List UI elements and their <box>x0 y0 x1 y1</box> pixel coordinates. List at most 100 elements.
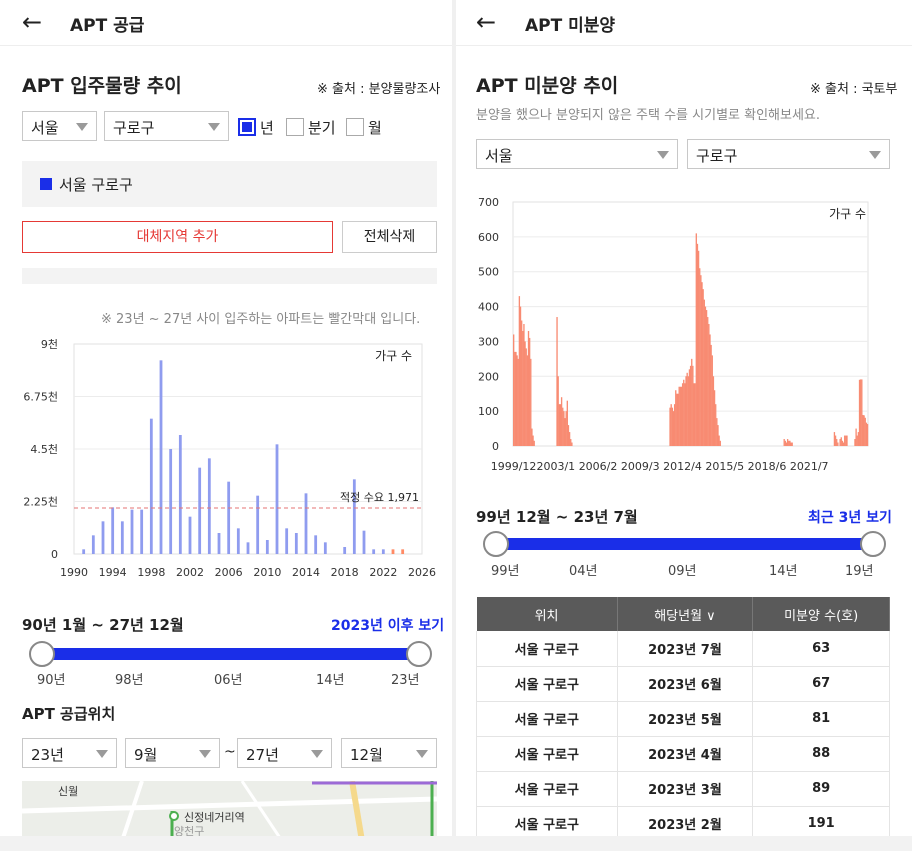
bar <box>785 442 788 446</box>
x-tick-label: 2012/4 <box>663 460 702 473</box>
apt-unsold-panel: ← APT 미분양 APT 미분양 추이 ※ 출처 : 국토부 분양을 했으나 … <box>456 0 912 851</box>
view-after-2023-link[interactable]: 2023년 이후 보기 <box>331 618 445 634</box>
chevron-down-icon <box>311 750 323 758</box>
add-region-button[interactable]: 대체지역 추가 <box>22 221 333 253</box>
range-slider-track[interactable] <box>496 538 873 550</box>
district-select[interactable]: 구로구 <box>104 111 229 141</box>
column-header-month[interactable]: 해당년월 ∨ <box>617 597 754 631</box>
view-recent-3-years-link[interactable]: 최근 3년 보기 <box>808 510 892 526</box>
bar <box>372 549 376 554</box>
bar <box>862 414 864 446</box>
x-tick-label: 2015/5 <box>705 460 744 473</box>
bar <box>559 404 562 446</box>
cell-count: 89 <box>752 771 890 807</box>
bar <box>362 530 366 554</box>
chevron-down-icon <box>76 123 88 131</box>
bar <box>865 422 868 446</box>
bar <box>683 379 685 446</box>
range-slider-track[interactable] <box>42 648 419 660</box>
unit-label: 가구 수 <box>829 207 866 221</box>
bar <box>516 355 518 446</box>
bar <box>566 400 568 446</box>
to-month-select[interactable]: 12월 <box>341 738 437 768</box>
back-arrow-icon[interactable]: ← <box>22 8 43 36</box>
cell-location: 서울 구로구 <box>476 631 618 667</box>
bar <box>697 250 700 446</box>
range-tick: 14년 <box>769 564 798 579</box>
bar <box>275 444 279 554</box>
range-tick: 04년 <box>569 564 598 579</box>
bar <box>520 320 523 446</box>
bar <box>518 296 521 446</box>
bar <box>677 393 679 446</box>
region-select[interactable]: 서울 <box>476 139 678 169</box>
bar <box>846 435 848 446</box>
bar <box>565 411 567 446</box>
bar <box>673 404 676 446</box>
from-month-select[interactable]: 9월 <box>125 738 220 768</box>
selected-region-label: 서울 구로구 <box>59 176 133 194</box>
bar <box>676 393 678 446</box>
district-select[interactable]: 구로구 <box>687 139 890 169</box>
to-year-select[interactable]: 27년 <box>237 738 332 768</box>
bar <box>784 440 787 446</box>
bar <box>558 404 561 446</box>
bar <box>519 306 522 446</box>
bar <box>680 386 683 446</box>
app-header: ← APT 미분양 <box>456 0 912 46</box>
cell-location: 서울 구로구 <box>476 736 618 772</box>
month-checkbox[interactable] <box>346 118 364 136</box>
range-end-handle[interactable] <box>860 531 886 557</box>
clear-all-button[interactable]: 전체삭제 <box>342 221 437 253</box>
bar <box>285 528 289 554</box>
bar <box>401 549 405 554</box>
bar <box>856 435 858 446</box>
table-row: 서울 구로구 2023년 4월 88 <box>476 736 890 772</box>
range-tick: 99년 <box>491 564 520 579</box>
quarter-checkbox[interactable] <box>286 118 304 136</box>
range-tick: 23년 <box>391 673 420 688</box>
bar <box>717 425 719 446</box>
bar <box>718 435 720 446</box>
bar <box>687 376 689 446</box>
bar <box>786 439 789 446</box>
bar <box>557 376 559 446</box>
bar <box>712 376 715 446</box>
range-start-handle[interactable] <box>483 531 509 557</box>
bar <box>669 407 671 446</box>
source-note: ※ 출처 : 국토부 <box>810 82 898 97</box>
bar <box>702 289 704 446</box>
region-select[interactable]: 서울 <box>22 111 97 141</box>
bar <box>562 407 564 446</box>
bar <box>864 417 866 446</box>
bar <box>841 440 844 446</box>
year-checkbox[interactable] <box>238 118 256 136</box>
bar <box>670 404 672 446</box>
supply-location-map[interactable]: 신월 신정네거리역 양천구 <box>22 781 437 841</box>
range-tick: 14년 <box>316 673 345 688</box>
bar <box>788 440 790 446</box>
cell-month: 2023년 7월 <box>617 631 754 667</box>
bar <box>716 418 718 446</box>
bar <box>703 299 705 446</box>
bar <box>711 355 713 446</box>
chart-note: ※ 23년 ~ 27년 사이 입주하는 아파트는 빨간막대 입니다. <box>101 312 421 327</box>
back-arrow-icon[interactable]: ← <box>476 8 497 36</box>
bar <box>527 330 530 446</box>
x-tick-label: 1990 <box>60 566 88 579</box>
bar <box>719 440 721 446</box>
cell-month: 2023년 5월 <box>617 701 754 737</box>
bar <box>198 467 202 554</box>
table-row: 서울 구로구 2023년 7월 63 <box>476 631 890 667</box>
range-end-handle[interactable] <box>406 641 432 667</box>
section-description: 분양을 했으나 분양되지 않은 주택 수를 시기별로 확인해보세요. <box>476 108 821 123</box>
bar <box>523 324 525 446</box>
bar <box>531 428 533 446</box>
from-year-select[interactable]: 23년 <box>22 738 117 768</box>
range-start-handle[interactable] <box>29 641 55 667</box>
x-tick-label: 2018/6 <box>748 460 787 473</box>
bar <box>304 493 308 554</box>
bar <box>568 432 571 446</box>
bar <box>691 358 693 446</box>
y-tick-label: 6.75천 <box>23 390 58 404</box>
